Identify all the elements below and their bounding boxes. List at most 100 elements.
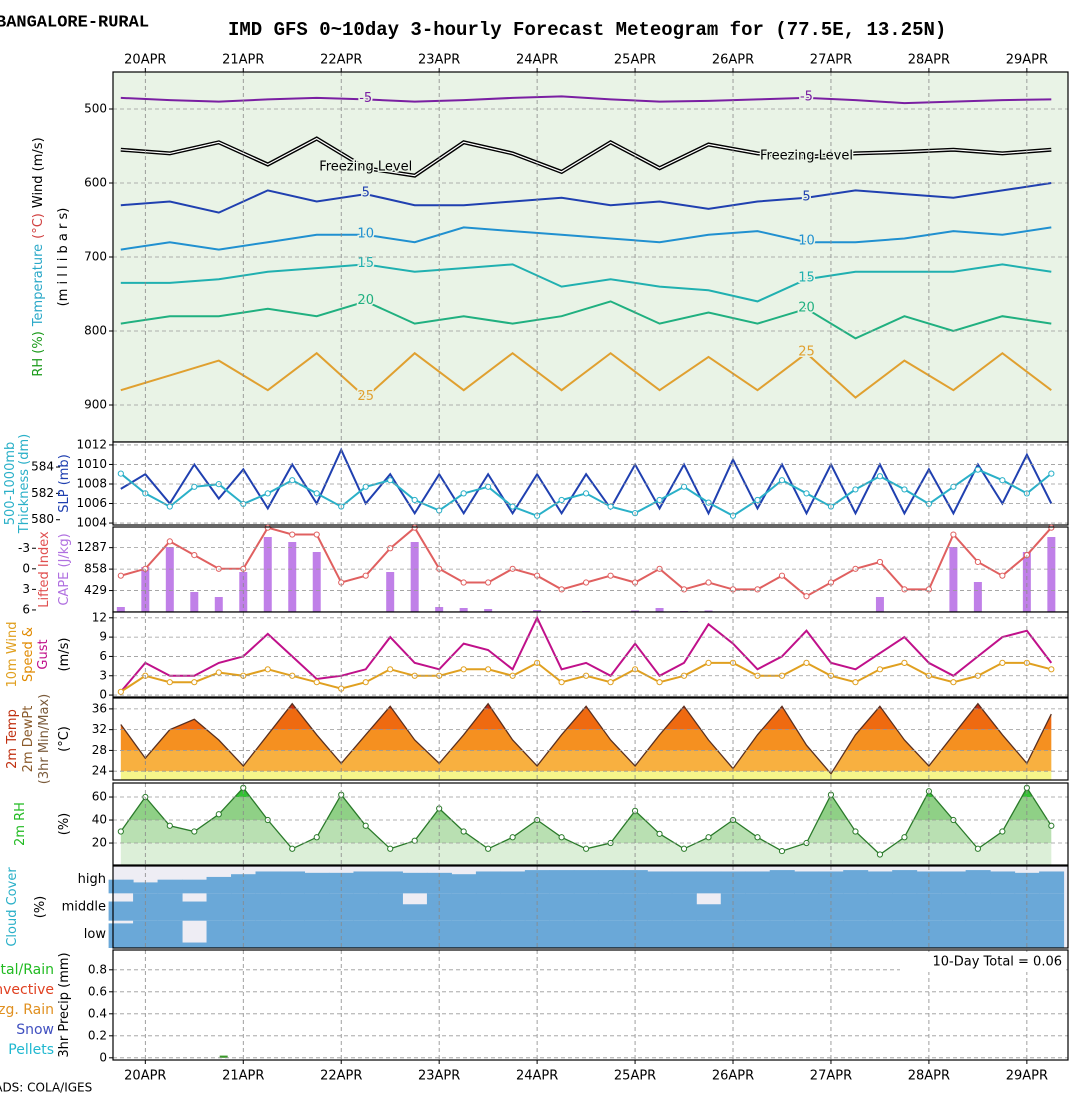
cloud-cover <box>965 893 991 921</box>
point <box>778 847 786 855</box>
y-tick-label: 600 <box>84 176 107 190</box>
cloud-cover <box>157 893 183 921</box>
axis-title-part: (%) <box>57 813 72 836</box>
axis-title-part: Lifted Index <box>37 531 52 608</box>
contour-label: -5 <box>800 89 813 104</box>
y-tick-label: 0.2 <box>88 1028 107 1042</box>
axis-title: (m/s) <box>57 638 72 672</box>
panel-frame <box>112 611 1069 698</box>
cloud-cover <box>769 920 795 948</box>
point <box>901 834 908 841</box>
cloud-cover <box>843 920 869 948</box>
axis-title: SLP (mb) <box>57 454 72 513</box>
panel-background <box>113 527 1068 612</box>
axis-title-part: Wind (m/s) <box>31 137 46 208</box>
point <box>754 496 761 504</box>
cloud-cover <box>182 879 208 894</box>
point <box>999 828 1006 835</box>
point <box>778 572 786 579</box>
point <box>558 496 565 504</box>
bar <box>1022 552 1031 612</box>
y-tick-label: 6 <box>99 649 107 663</box>
point <box>705 579 712 586</box>
panel-frame <box>112 697 1069 781</box>
cloud-cover <box>965 870 991 894</box>
axis-title-part: Thickness (dm) <box>17 434 32 534</box>
y-tick-label: 24 <box>92 764 107 778</box>
point <box>876 558 884 566</box>
cloud-cover <box>598 893 624 921</box>
point <box>264 490 271 497</box>
y-tick-label: 800 <box>84 324 107 338</box>
point <box>876 473 884 480</box>
bar <box>435 607 444 612</box>
point <box>852 828 859 835</box>
point <box>411 837 418 844</box>
axis-title: 2m Temp <box>5 709 20 769</box>
point <box>411 524 418 531</box>
cloud-cover <box>598 920 624 948</box>
cloud-cover <box>206 920 232 948</box>
point <box>485 845 492 852</box>
point <box>950 483 957 490</box>
point <box>460 490 467 497</box>
x-tick-label: 20APR <box>124 53 166 68</box>
point <box>852 679 859 686</box>
y-tick-label: 12 <box>92 610 107 624</box>
cloud-cover <box>206 893 232 921</box>
y-tick-label: 0.6 <box>88 984 107 998</box>
axis-title-part: (m/s) <box>57 638 72 672</box>
bar <box>165 547 174 612</box>
cloud-cover <box>598 870 624 894</box>
cloud-cover <box>769 893 795 921</box>
y-tick-label: 0 <box>99 688 107 702</box>
y-tick-label: 60 <box>92 790 107 804</box>
point <box>460 666 467 673</box>
axis-title-part: 3hr Precip (mm) <box>57 952 72 1057</box>
point <box>362 822 369 829</box>
point <box>803 659 810 666</box>
y-tick-label: 1004 <box>76 516 107 530</box>
cloud-cover <box>843 893 869 921</box>
y2-tick-label: 584 <box>31 460 54 474</box>
axis-title: 10m Wind <box>5 621 20 687</box>
x-tick-label: 25APR <box>614 1069 656 1084</box>
contour-label: 20 <box>357 293 374 308</box>
x-tick-label: 29APR <box>1006 1069 1048 1084</box>
cloud-cover <box>402 872 428 894</box>
axis-title-part: 10m Wind <box>5 621 20 687</box>
panel-background <box>113 612 1068 697</box>
y-tick-label: 32 <box>92 722 107 736</box>
point <box>191 483 198 490</box>
y-tick-label: 40 <box>92 813 107 827</box>
axis-title: Lifted Index <box>37 531 52 608</box>
cloud-cover <box>941 920 967 948</box>
point <box>656 830 663 837</box>
point <box>313 679 320 686</box>
axis-title-part: (°C) <box>31 213 46 239</box>
cloud-cover <box>451 893 477 921</box>
axis-title: 500-1000mb <box>3 442 18 526</box>
bar <box>875 597 884 612</box>
point <box>264 666 271 673</box>
point <box>387 545 394 552</box>
point <box>901 486 908 493</box>
cloud-cover <box>402 904 428 921</box>
axis-title: Cloud Cover <box>5 867 20 947</box>
cloud-cover <box>573 870 599 894</box>
point <box>974 466 981 473</box>
axis-title: RH (%) Temperature (°C) Wind (m/s) <box>31 137 46 376</box>
x-tick-label: 23APR <box>418 1069 460 1084</box>
cloud-cover <box>255 893 281 921</box>
axis-title-part: (%) <box>33 896 48 919</box>
contour-label: 25 <box>798 345 815 360</box>
point <box>387 477 394 484</box>
cloud-cover <box>280 893 305 921</box>
legend-entry: Total/Rain <box>0 962 54 978</box>
cloud-cover <box>377 920 403 948</box>
point <box>778 477 786 484</box>
y-tick-label: 1012 <box>76 437 107 451</box>
point <box>166 679 173 686</box>
point <box>1048 822 1055 829</box>
